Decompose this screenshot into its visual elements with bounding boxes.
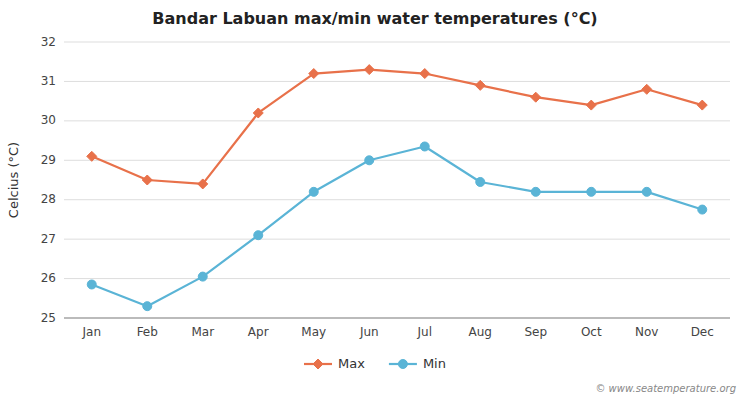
x-tick-label: May bbox=[301, 325, 326, 339]
y-axis-label: Celcius (°C) bbox=[6, 142, 21, 218]
point-marker bbox=[420, 142, 429, 151]
point-marker bbox=[143, 302, 152, 311]
legend-label: Max bbox=[338, 356, 365, 371]
grid-line bbox=[64, 278, 730, 279]
legend-label: Min bbox=[423, 356, 446, 371]
y-tick-label: 25 bbox=[41, 311, 56, 325]
point-marker bbox=[420, 69, 430, 79]
legend-marker bbox=[313, 359, 323, 369]
y-tick-label: 29 bbox=[41, 153, 56, 167]
legend-marker bbox=[398, 360, 407, 369]
point-marker bbox=[309, 69, 319, 79]
x-tick-label: Aug bbox=[469, 325, 492, 339]
chart-svg: Bandar Labuan max/min water temperatures… bbox=[0, 0, 750, 400]
x-tick-label: Dec bbox=[691, 325, 714, 339]
point-marker bbox=[587, 187, 596, 196]
x-tick-label: Jun bbox=[359, 325, 379, 339]
plot-area bbox=[87, 65, 708, 311]
point-marker bbox=[531, 92, 541, 102]
legend-item: Max bbox=[304, 356, 365, 371]
x-tick-label: Jan bbox=[82, 325, 102, 339]
point-marker bbox=[586, 100, 596, 110]
series-line bbox=[92, 146, 703, 306]
point-marker bbox=[254, 231, 263, 240]
x-axis: Jan Feb Mar Apr May Jun Jul Aug Sep Oct Nov Dec bbox=[82, 325, 714, 339]
y-tick-label: 31 bbox=[41, 74, 56, 88]
x-tick-label: Nov bbox=[635, 325, 658, 339]
point-marker bbox=[698, 205, 707, 214]
y-tick-label: 28 bbox=[41, 192, 56, 206]
chart-container: Bandar Labuan max/min water temperatures… bbox=[0, 0, 750, 400]
x-tick-label: Oct bbox=[581, 325, 602, 339]
grid-line bbox=[64, 160, 730, 161]
point-marker bbox=[365, 156, 374, 165]
legend-item: Min bbox=[389, 356, 446, 371]
point-marker bbox=[309, 187, 318, 196]
point-marker bbox=[142, 175, 152, 185]
grid-line bbox=[64, 81, 730, 82]
point-marker bbox=[531, 187, 540, 196]
point-marker bbox=[476, 177, 485, 186]
x-tick-label: Mar bbox=[191, 325, 214, 339]
x-tick-label: Apr bbox=[248, 325, 269, 339]
point-marker bbox=[253, 108, 263, 118]
x-tick-label: Jul bbox=[417, 325, 432, 339]
series-line bbox=[92, 70, 703, 184]
grid-line bbox=[64, 318, 730, 319]
point-marker bbox=[642, 84, 652, 94]
y-tick-label: 30 bbox=[41, 113, 56, 127]
point-marker bbox=[475, 80, 485, 90]
grid-line bbox=[64, 239, 730, 240]
x-axis-line bbox=[64, 318, 730, 319]
y-tick-label: 32 bbox=[41, 35, 56, 49]
y-axis: 25 26 27 28 29 30 31 32 bbox=[41, 35, 730, 325]
title: Bandar Labuan max/min water temperatures… bbox=[152, 9, 597, 28]
series bbox=[87, 65, 708, 189]
x-tick-label: Sep bbox=[524, 325, 547, 339]
series bbox=[87, 142, 707, 311]
point-marker bbox=[87, 151, 97, 161]
annotation: © www.seatemperature.org bbox=[595, 383, 736, 394]
point-marker bbox=[198, 272, 207, 281]
grid-line bbox=[64, 120, 730, 121]
point-marker bbox=[87, 280, 96, 289]
y-tick-label: 27 bbox=[41, 232, 56, 246]
x-tick-label: Feb bbox=[137, 325, 158, 339]
point-marker bbox=[198, 179, 208, 189]
grid-line bbox=[64, 199, 730, 200]
point-marker bbox=[642, 187, 651, 196]
point-marker bbox=[697, 100, 707, 110]
legend: Max Min bbox=[304, 356, 446, 371]
y-tick-label: 26 bbox=[41, 271, 56, 285]
grid-line bbox=[64, 42, 730, 43]
point-marker bbox=[364, 65, 374, 75]
